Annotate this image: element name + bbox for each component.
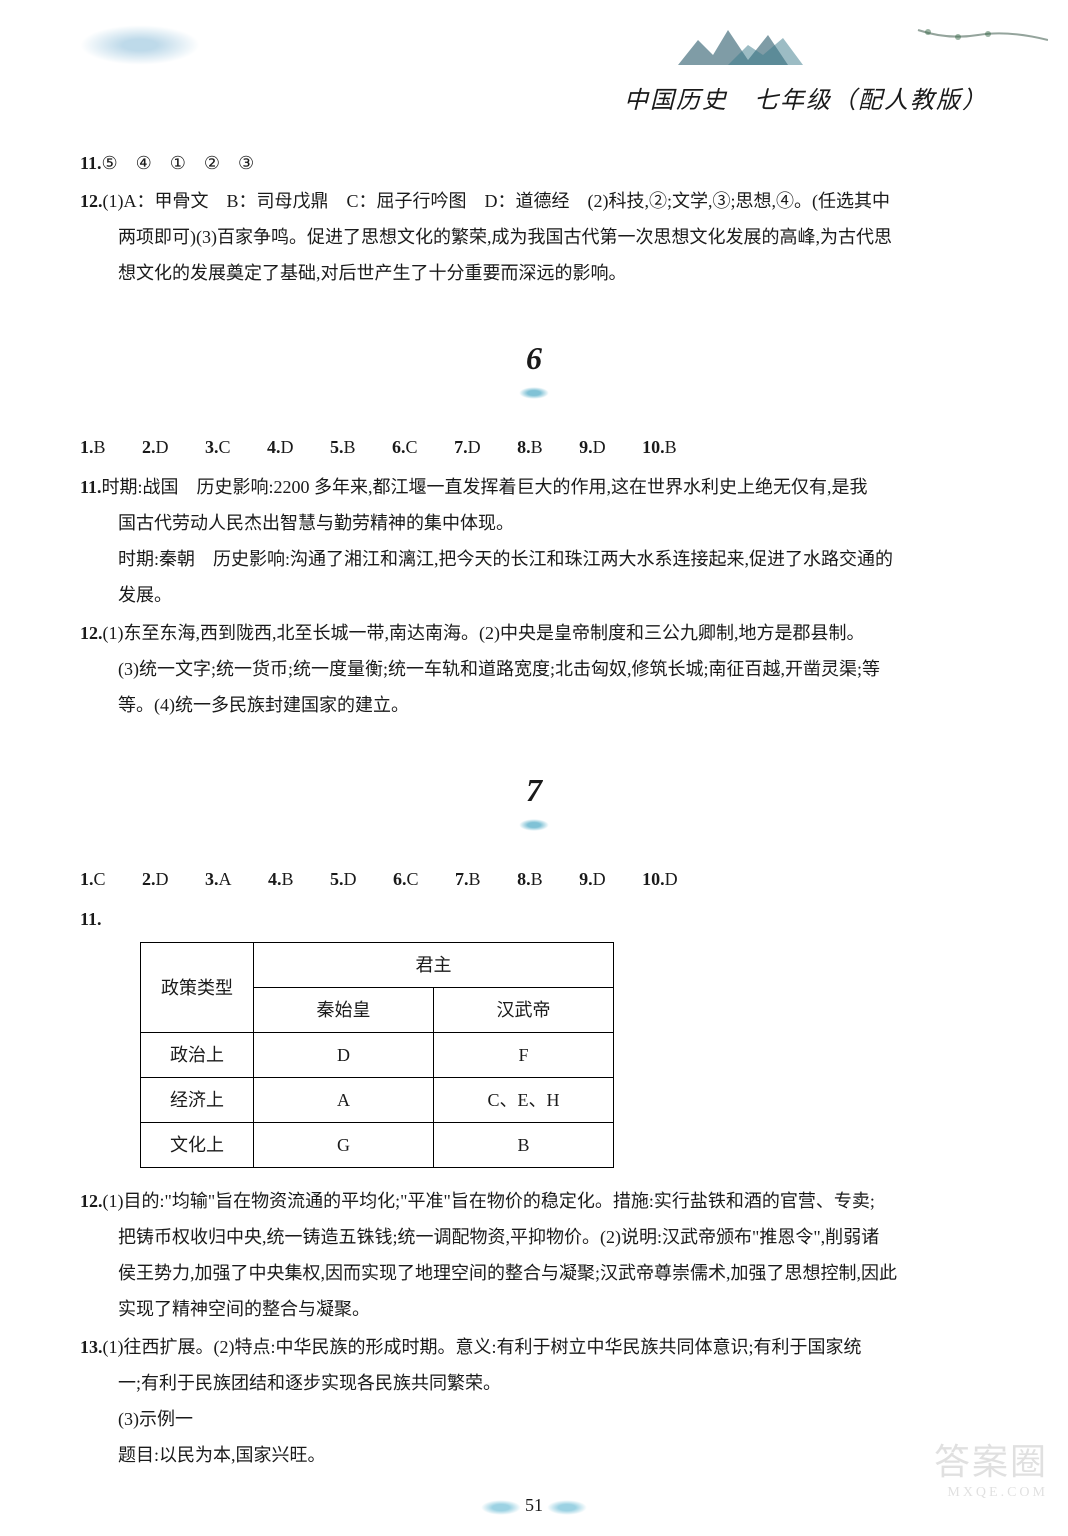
table-row: 政治上 D F	[141, 1033, 614, 1078]
mountain-svg	[668, 20, 848, 70]
s7-q13-line1: (1)往西扩展。(2)特点:中华民族的形成时期。意义:有利于树立中华民族共同体意…	[103, 1337, 862, 1357]
s7-q12-line2: 把铸币权收归中央,统一铸造五铢钱;统一调配物资,平抑物价。(2)说明:汉武帝颁布…	[80, 1219, 988, 1255]
section-6-num: 6	[526, 326, 542, 390]
s6-q12-line1: (1)东至东海,西到陇西,北至长城一带,南达南海。(2)中央是皇帝制度和三公九卿…	[103, 623, 865, 643]
table-header-type: 政策类型	[141, 943, 254, 1033]
table-col-han: 汉武帝	[434, 988, 614, 1033]
s7-q12-line1: (1)目的:"均输"旨在物资流通的平均化;"平准"旨在物价的稳定化。措施:实行盐…	[103, 1191, 875, 1211]
s6-q12-line3: 等。(4)统一多民族封建国家的建立。	[80, 687, 988, 723]
mountain-decoration	[668, 20, 848, 70]
section6-q12: 12.(1)东至东海,西到陇西,北至长城一带,南达南海。(2)中央是皇帝制度和三…	[80, 615, 988, 723]
s7-q12-line4: 实现了精神空间的整合与凝聚。	[80, 1291, 988, 1327]
branch-decoration	[888, 10, 1048, 70]
policy-table: 政策类型 君主 秦始皇 汉武帝 政治上 D F 经济上 A C、E、H 文化上 …	[140, 942, 614, 1168]
watermark: 答案圈 MXQE.COM	[934, 1433, 1048, 1501]
s6-q12-num: 12.	[80, 623, 103, 643]
section-7-num: 7	[526, 758, 542, 822]
s7-q13-line4: 题目:以民为本,国家兴旺。	[80, 1437, 988, 1473]
table-header-monarch: 君主	[254, 943, 614, 988]
section-6-decoration	[519, 387, 549, 399]
page-decoration-right	[547, 1500, 587, 1515]
s6-q12-line2: (3)统一文字;统一货币;统一度量衡;统一车轨和道路宽度;北击匈奴,修筑长城;南…	[80, 651, 988, 687]
s6-q11-line1: 时期:战国 历史影响:2200 多年来,都江堰一直发挥着巨大的作用,这在世界水利…	[102, 477, 868, 497]
table-row: 政策类型 君主	[141, 943, 614, 988]
table-row: 文化上 G B	[141, 1123, 614, 1168]
section7-q13: 13.(1)往西扩展。(2)特点:中华民族的形成时期。意义:有利于树立中华民族共…	[80, 1329, 988, 1473]
section7-q12: 12.(1)目的:"均输"旨在物资流通的平均化;"平准"旨在物价的稳定化。措施:…	[80, 1183, 988, 1327]
page-number: 51	[525, 1495, 543, 1516]
table-row: 经济上 A C、E、H	[141, 1078, 614, 1123]
section7-mc-answers: 1.C 2.D 3.A 4.B 5.D 6.C 7.B 8.B 9.D 10.D	[80, 861, 988, 897]
branch-svg	[888, 10, 1048, 70]
s7-q13-line3: (3)示例一	[80, 1401, 988, 1437]
s7-q13-line2: 一;有利于民族团结和逐步实现各民族共同繁荣。	[80, 1365, 988, 1401]
s6-q11-line4: 发展。	[80, 577, 988, 613]
table-col-qin: 秦始皇	[254, 988, 434, 1033]
q12-line3: 想文化的发展奠定了基础,对后世产生了十分重要而深远的影响。	[80, 255, 988, 291]
q12-line2: 两项即可)(3)百家争鸣。促进了思想文化的繁荣,成为我国古代第一次思想文化发展的…	[80, 219, 988, 255]
section-6-header: 6	[80, 326, 988, 399]
watermark-main: 答案圈	[934, 1433, 1048, 1485]
page-footer: 51	[0, 1495, 1068, 1516]
main-content: 11.⑤ ④ ① ② ③ 12.(1)A：甲骨文 B：司母戊鼎 C：屈子行吟图 …	[80, 145, 988, 1475]
s6-q11-line2: 国古代劳动人民杰出智慧与勤劳精神的集中体现。	[80, 505, 988, 541]
section7-q11: 11. 政策类型 君主 秦始皇 汉武帝 政治上 D F 经济上 A C、E、H …	[80, 901, 988, 1168]
s6-q11-line3: 时期:秦朝 历史影响:沟通了湘江和漓江,把今天的长江和珠江两大水系连接起来,促进…	[80, 541, 988, 577]
section6-mc-answers: 1.B 2.D 3.C 4.D 5.B 6.C 7.D 8.B 9.D 10.B	[80, 429, 988, 465]
page-decoration-left	[481, 1500, 521, 1515]
q11-answer: ⑤ ④ ① ② ③	[102, 153, 255, 173]
s7-q13-num: 13.	[80, 1337, 103, 1357]
q12-num: 12.	[80, 191, 103, 211]
watermark-sub: MXQE.COM	[934, 1485, 1048, 1501]
q11-num: 11.	[80, 153, 102, 173]
s7-q12-line3: 侯王势力,加强了中央集权,因而实现了地理空间的整合与凝聚;汉武帝尊崇儒术,加强了…	[80, 1255, 988, 1291]
q12-line1: (1)A：甲骨文 B：司母戊鼎 C：屈子行吟图 D：道德经 (2)科技,②;文学…	[103, 191, 890, 211]
s6-q11-num: 11.	[80, 477, 102, 497]
section-7-header: 7	[80, 758, 988, 831]
s7-q11-num: 11.	[80, 909, 102, 929]
section-7-decoration	[519, 819, 549, 831]
section5-q12: 12.(1)A：甲骨文 B：司母戊鼎 C：屈子行吟图 D：道德经 (2)科技,②…	[80, 183, 988, 291]
header-title: 中国历史 七年级（配人教版）	[624, 80, 988, 115]
s7-q12-num: 12.	[80, 1191, 103, 1211]
section5-q11: 11.⑤ ④ ① ② ③	[80, 145, 988, 181]
cloud-decoration-left	[80, 25, 200, 65]
section6-q11: 11.时期:战国 历史影响:2200 多年来,都江堰一直发挥着巨大的作用,这在世…	[80, 469, 988, 613]
